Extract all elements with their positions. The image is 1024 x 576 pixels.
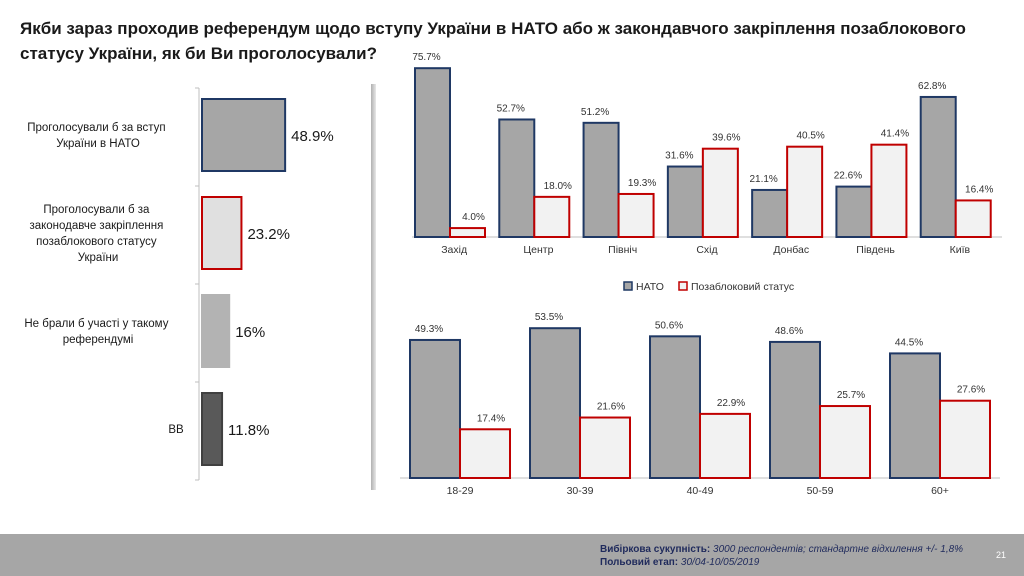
field-value: 30/04-10/05/2019 (680, 557, 760, 568)
bar-value-label: 62.8% (918, 81, 946, 92)
x-tick-label: Захід (441, 244, 467, 256)
bar (649, 335, 701, 479)
x-tick-label: Північ (608, 244, 637, 256)
sample-value: 3000 респондентів; стандартне відхилення… (713, 544, 964, 555)
bar-value-label: 53.5% (535, 312, 563, 323)
bar (617, 192, 655, 238)
bar (699, 412, 751, 480)
field-label: Польовий етап: (600, 557, 679, 568)
bar (414, 67, 451, 239)
bar-value-label: 18.0% (544, 181, 572, 192)
bar-value-label: 22.9% (717, 398, 745, 409)
bar-value-label: 21.6% (597, 402, 625, 413)
x-tick-label: Київ (950, 244, 971, 256)
bar-value-label: 75.7% (412, 52, 440, 63)
bar (582, 121, 620, 238)
bar (666, 165, 704, 238)
bar (939, 399, 991, 479)
x-tick-label: 50-59 (807, 485, 834, 497)
x-tick-label: Схід (696, 244, 717, 256)
bar-value-label: 21.1% (749, 174, 777, 185)
bar-value-label: 19.3% (628, 178, 656, 189)
bar-value-label: 27.6% (957, 385, 985, 396)
bar-value-label: 39.6% (712, 133, 740, 144)
hbar-category-label: Не брали б участі у такому референдумі (24, 318, 171, 346)
bar (835, 185, 873, 239)
page-title: Якби зараз проходив референдум щодо всту… (20, 19, 966, 63)
bar-value-label: 22.6% (834, 171, 862, 182)
bar (769, 340, 821, 480)
legend-label-neutral: Позаблоковий статус (691, 281, 794, 293)
legend-swatch-nato (623, 281, 633, 291)
hbar-category-label: Проголосували б за вступ України в НАТО (27, 122, 169, 150)
bar (409, 338, 461, 479)
bar (919, 95, 957, 239)
bar (498, 118, 536, 238)
bar-value-label: 25.7% (837, 390, 865, 401)
footer-bar (0, 534, 1024, 576)
hbar-value-label: 48.9% (291, 128, 334, 145)
bar-value-label: 48.6% (775, 326, 803, 337)
bar-value-label: 40.5% (796, 131, 824, 142)
panel-divider (371, 84, 376, 490)
bar (819, 405, 871, 480)
bar (701, 147, 739, 238)
hbar-value-label: 23.2% (247, 226, 290, 243)
bar-value-label: 50.6% (655, 320, 683, 331)
x-tick-label: 40-49 (687, 485, 714, 497)
bar (954, 199, 992, 238)
legend-label-nato: НАТО (636, 281, 664, 293)
bar (449, 227, 486, 239)
bar (889, 352, 941, 479)
x-tick-label: 30-39 (567, 485, 594, 497)
x-tick-label: Південь (856, 244, 895, 256)
bar (579, 416, 631, 479)
bar (459, 428, 511, 479)
bar (786, 145, 824, 238)
sample-label: Вибіркова сукупність: (600, 544, 711, 555)
footer-text: Вибіркова сукупність: 3000 респондентів;… (600, 543, 963, 569)
hbar-value-label: 16% (235, 324, 265, 341)
hbar (201, 196, 243, 270)
hbar (201, 98, 287, 172)
bar-value-label: 4.0% (462, 212, 485, 223)
bar-value-label: 31.6% (665, 151, 693, 162)
page-number: 21 (996, 550, 1007, 560)
bar-value-label: 41.4% (881, 129, 909, 140)
bar-value-label: 52.7% (497, 103, 525, 114)
bar-value-label: 49.3% (415, 324, 443, 335)
hbar-category-label: Проголосували б за законодавче закріплен… (29, 204, 166, 264)
x-tick-label: 60+ (931, 485, 949, 497)
hbar (201, 294, 231, 368)
legend-swatch-neutral (678, 281, 688, 291)
bar-value-label: 51.2% (581, 107, 609, 118)
hbar-value-label: 11.8% (228, 422, 269, 439)
x-tick-label: Центр (523, 244, 553, 256)
hbar-category-label: ВВ (168, 424, 184, 436)
bar-value-label: 17.4% (477, 413, 505, 424)
bar-value-label: 16.4% (965, 184, 993, 195)
x-tick-label: 18-29 (447, 485, 474, 497)
bar (533, 195, 571, 238)
bar (870, 143, 908, 238)
bar (529, 327, 581, 480)
bar-value-label: 44.5% (895, 337, 923, 348)
hbar (201, 392, 224, 466)
bar (751, 188, 789, 239)
x-tick-label: Донбас (773, 244, 809, 256)
